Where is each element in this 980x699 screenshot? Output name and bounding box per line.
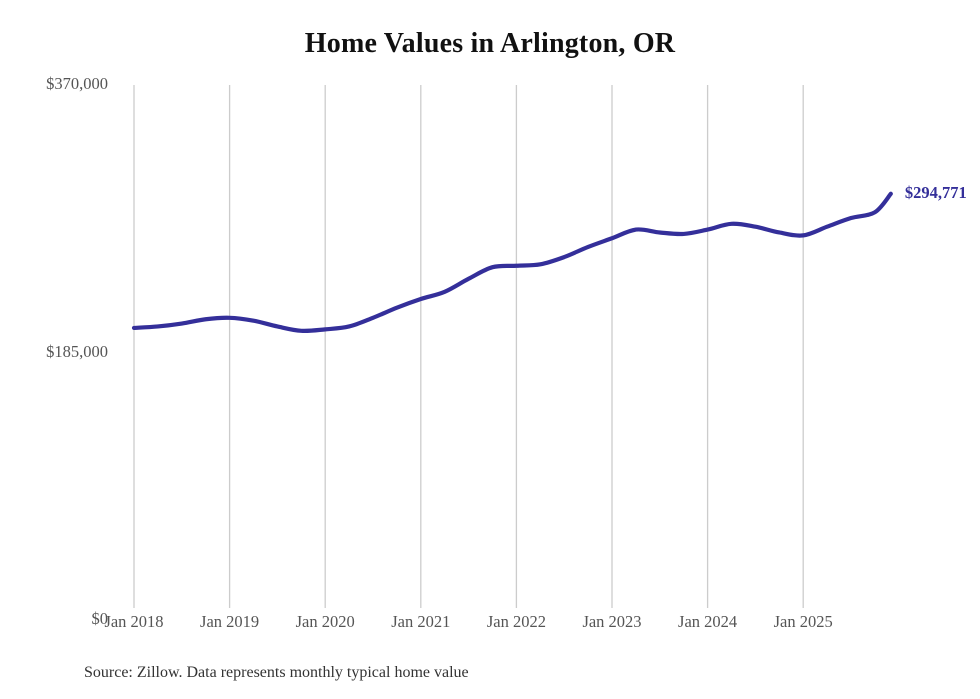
y-axis-tick-0: $0 (0, 609, 109, 629)
x-axis-tick-label-4: Jan 2022 (486, 612, 546, 631)
x-axis-tick-label-0: Jan 2018 (104, 612, 164, 631)
x-axis-tick-label-3: Jan 2021 (391, 612, 451, 631)
x-axis-tick-label-7: Jan 2025 (773, 612, 833, 631)
x-axis-tick-label-6: Jan 2024 (678, 612, 738, 631)
y-axis-tick-label-0: $0 (91, 609, 109, 628)
x-axis-tick-label-1: Jan 2019 (200, 612, 260, 631)
series-line-typical-home-value (131, 191, 893, 334)
x-axis-tick-label-5: Jan 2023 (582, 612, 642, 631)
chart-title: Home Values in Arlington, OR (304, 28, 676, 59)
y-axis-tick-2: $370,000 (0, 74, 108, 94)
source-note: Source: Zillow. Data represents monthly … (84, 664, 469, 681)
x-axis-tick-label-2: Jan 2020 (295, 612, 355, 631)
y-axis-tick-1: $185,000 (0, 342, 108, 362)
end-value-annotation: $294,771 (904, 182, 967, 202)
y-axis-tick-label-1: $185,000 (46, 341, 108, 361)
y-axis-tick-label-2: $370,000 (46, 74, 108, 93)
